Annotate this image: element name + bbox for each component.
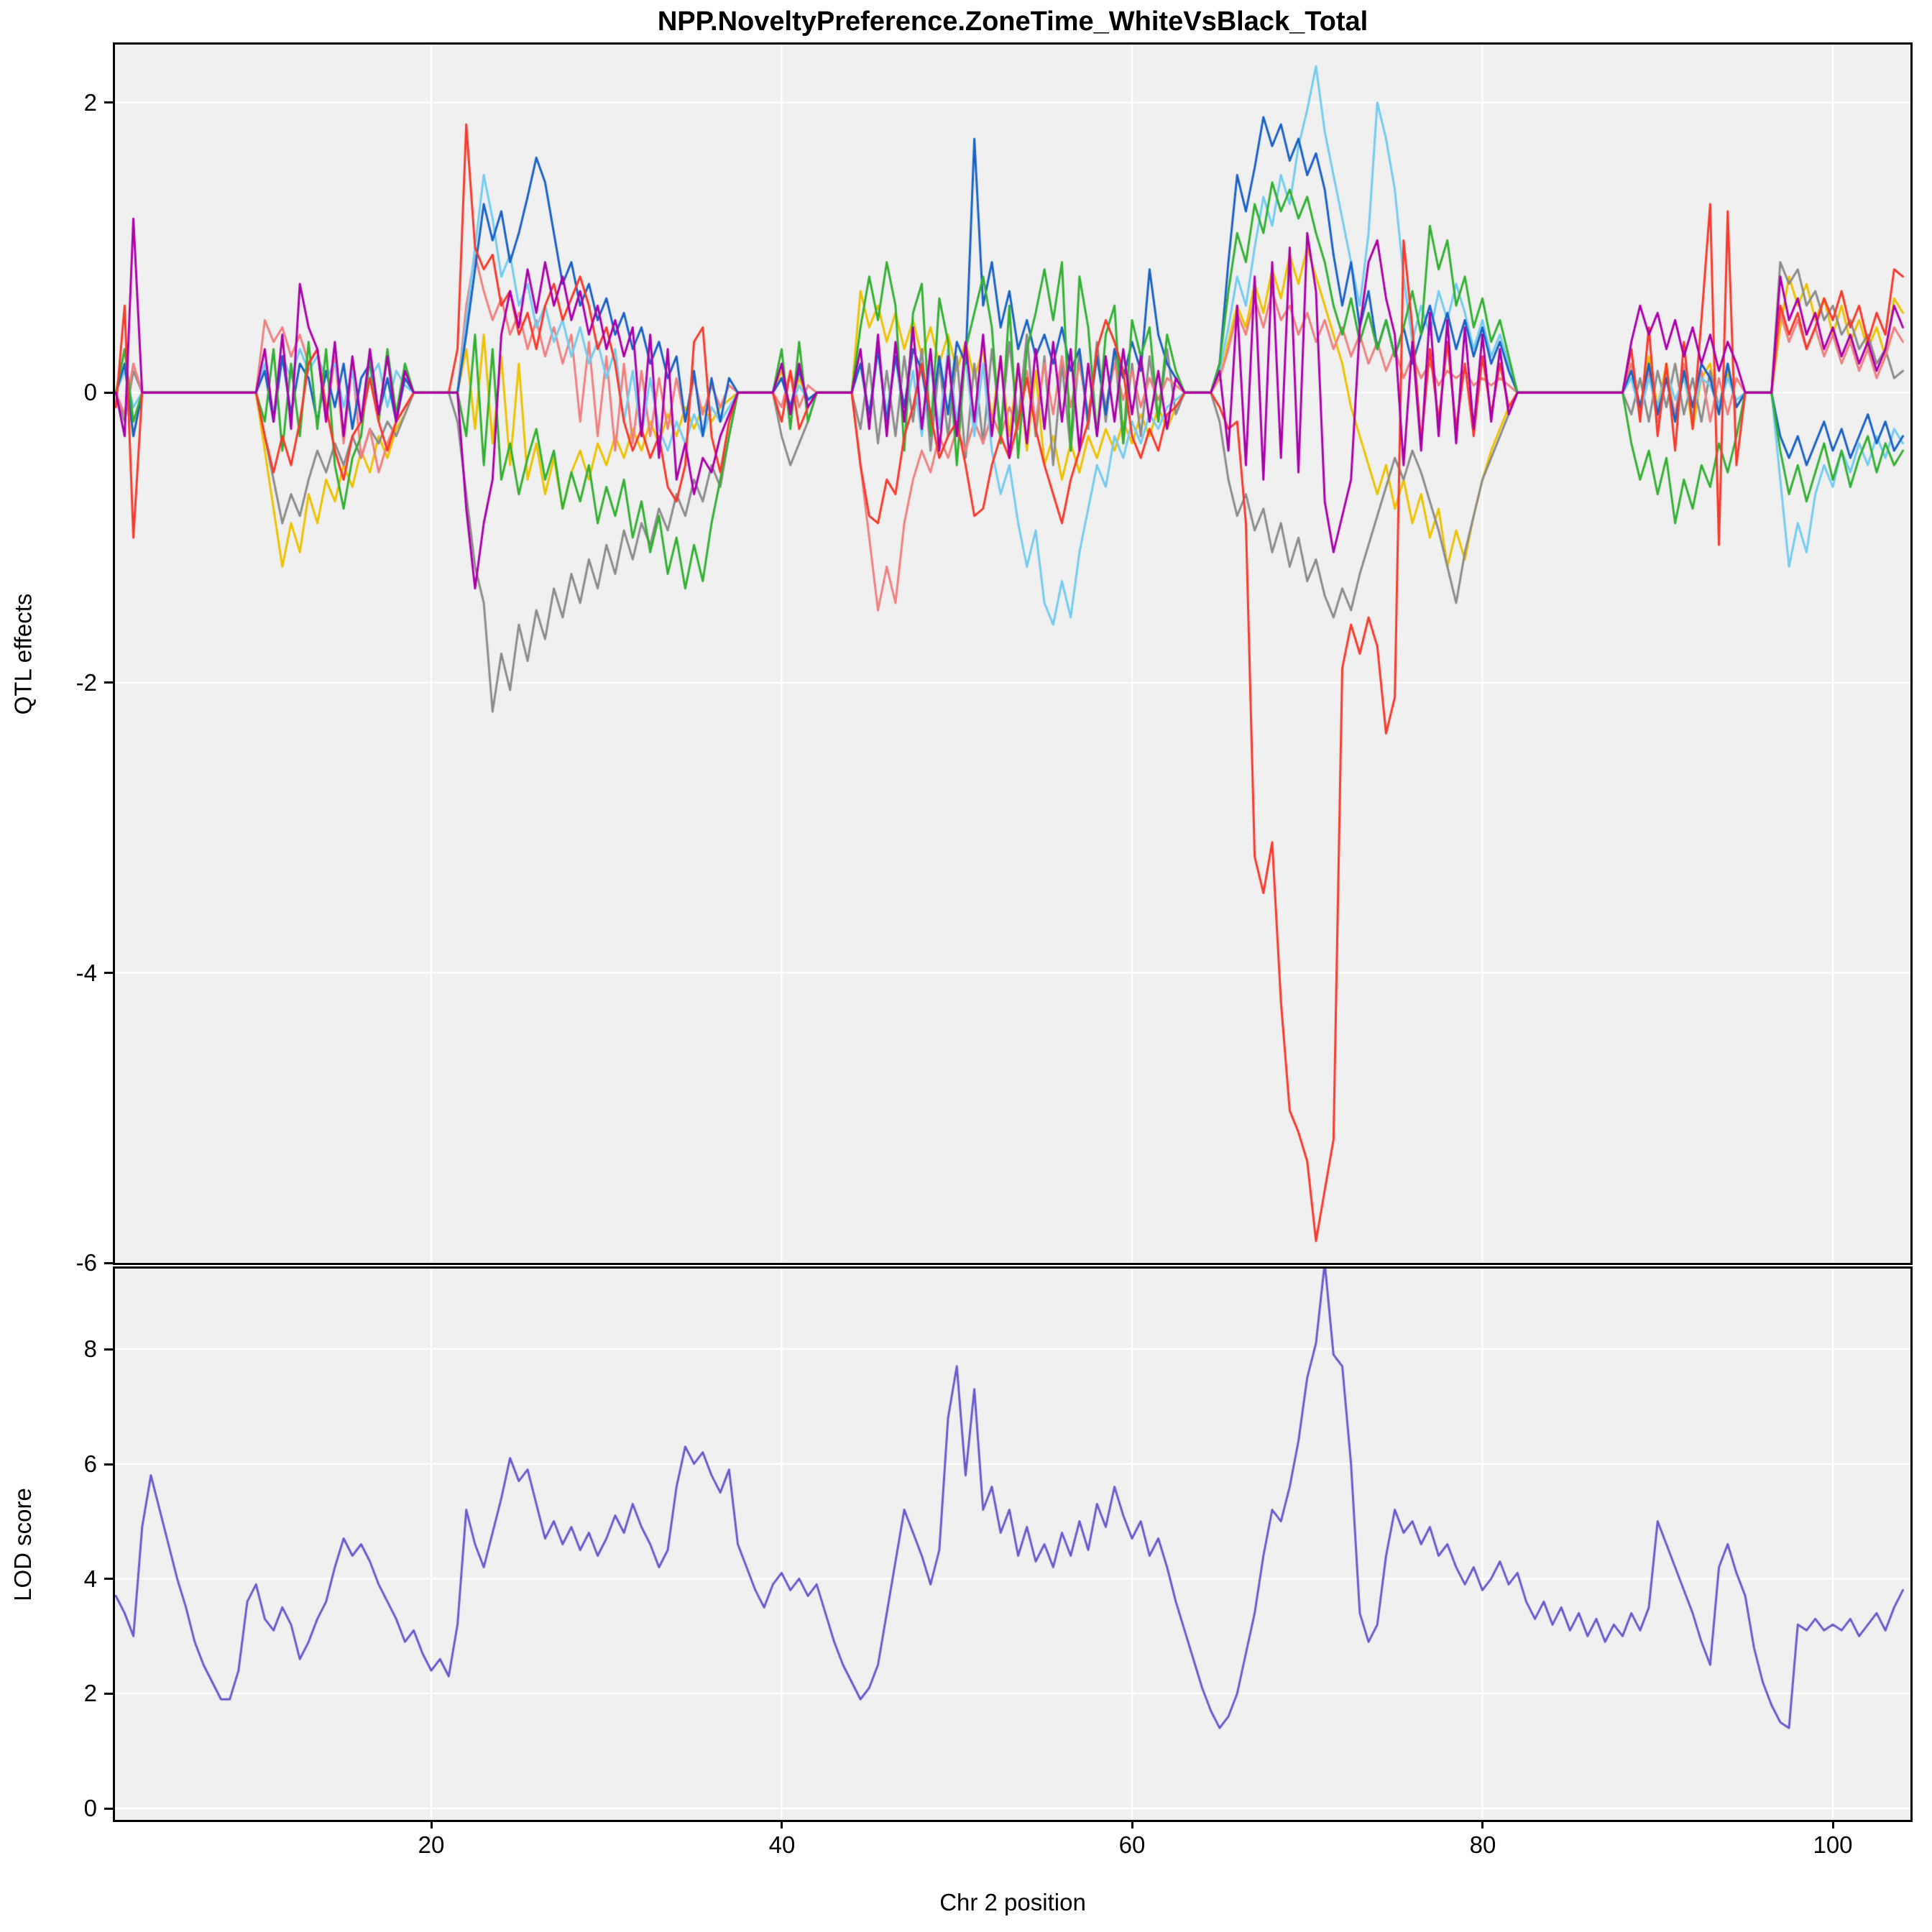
- x-tick-mark: [1131, 1820, 1133, 1828]
- ytick-label-bot-8: 8: [83, 1335, 97, 1362]
- y-tick-mark: [104, 101, 113, 104]
- y-tick-mark: [104, 1578, 113, 1580]
- qtl-effects-axis-label-wrap: QTL effects: [6, 45, 40, 1263]
- lod-score-axis-label-wrap: LOD score: [6, 1269, 40, 1820]
- x-tick-mark: [1832, 1820, 1834, 1828]
- y-tick-mark: [104, 681, 113, 684]
- ytick-label-bot-4: 4: [83, 1565, 97, 1592]
- ytick-label-bot-0: 0: [83, 1795, 97, 1821]
- ytick-label-top--4: -4: [75, 960, 97, 986]
- ytick-label-top--6: -6: [75, 1249, 97, 1276]
- ytick-label-bot-6: 6: [83, 1450, 97, 1477]
- lod-score-panel: [113, 1266, 1913, 1822]
- ytick-label-top-2: 2: [83, 89, 97, 116]
- ytick-label-top--2: -2: [75, 669, 97, 696]
- qtl-effects-axis-label: QTL effects: [9, 593, 36, 714]
- xtick-label-20: 20: [418, 1831, 445, 1858]
- xtick-label-40: 40: [768, 1831, 796, 1858]
- ytick-label-bot-2: 2: [83, 1680, 97, 1706]
- x-tick-mark: [781, 1820, 783, 1828]
- lod-score-canvas: [115, 1269, 1910, 1820]
- y-tick-mark: [104, 1808, 113, 1810]
- y-tick-mark: [104, 1262, 113, 1264]
- y-tick-mark: [104, 1463, 113, 1466]
- y-tick-mark: [104, 972, 113, 974]
- y-tick-mark: [104, 392, 113, 394]
- qtl-effects-canvas: [115, 45, 1910, 1263]
- lod-score-axis-label: LOD score: [9, 1487, 36, 1601]
- xtick-label-60: 60: [1118, 1831, 1146, 1858]
- x-tick-mark: [1481, 1820, 1484, 1828]
- x-tick-mark: [431, 1820, 433, 1828]
- ytick-label-top-0: 0: [83, 379, 97, 405]
- x-axis-label: Chr 2 position: [939, 1889, 1086, 1915]
- xtick-label-100: 100: [1813, 1831, 1853, 1858]
- xtick-label-80: 80: [1469, 1831, 1496, 1858]
- y-tick-mark: [104, 1348, 113, 1351]
- chart-title: NPP.NoveltyPreference.ZoneTime_WhiteVsBl…: [657, 6, 1368, 37]
- qtl-effects-panel: [113, 42, 1913, 1265]
- y-tick-mark: [104, 1693, 113, 1695]
